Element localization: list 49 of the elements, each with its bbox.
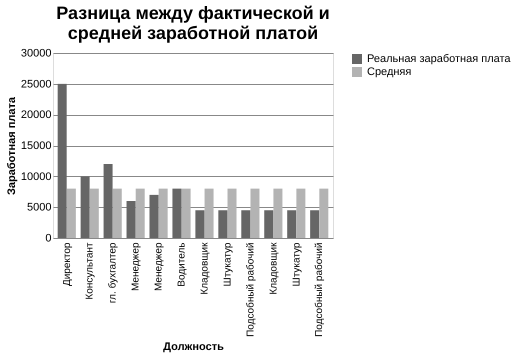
x-tick-label: Кладовщик: [268, 242, 280, 295]
bar: [182, 188, 191, 238]
bar: [228, 188, 237, 238]
x-tick-label: гл. бухгалтер: [108, 242, 119, 304]
bar: [204, 188, 214, 238]
bar: [241, 210, 250, 238]
x-axis-title: Должность: [163, 340, 224, 353]
x-tick-label: Подсобный рабочий: [245, 242, 256, 337]
legend-label: Средняя: [367, 66, 412, 78]
y-axis-title: Заработная плата: [6, 96, 18, 195]
bar: [195, 210, 204, 238]
bar: [296, 188, 306, 238]
bar: [149, 194, 158, 238]
bar: [136, 188, 145, 238]
bar: [158, 188, 168, 238]
x-tick-label: Кладовщик: [199, 242, 210, 295]
bar: [112, 188, 122, 238]
text: Разница между фактической и: [56, 3, 330, 23]
x-tick-label: Штукатур: [222, 242, 234, 286]
x-tick-label: Директор: [62, 242, 73, 286]
x-tick-label: Менеджер: [130, 242, 142, 292]
bar: [172, 188, 182, 238]
text: средней заработной платой: [68, 23, 318, 43]
y-tick-label: 10000: [20, 170, 52, 183]
legend-label: Реальная заработная плата: [367, 53, 512, 65]
bar: [287, 210, 296, 238]
bar: [104, 164, 113, 238]
y-tick-label: 30000: [20, 48, 52, 60]
bar: [66, 188, 76, 238]
x-tick-label: Водитель: [176, 242, 188, 287]
y-tick-label: 0: [45, 232, 52, 244]
bar: [250, 188, 260, 238]
bar: [126, 201, 136, 238]
bar: [80, 176, 90, 238]
bar: [58, 84, 67, 238]
y-tick-label: 5000: [27, 202, 52, 214]
y-tick-label: 15000: [20, 140, 52, 152]
bar: [90, 188, 99, 238]
x-tick-label: Штукатур: [291, 242, 302, 286]
y-tick-label: 25000: [20, 78, 52, 90]
x-tick-label: Менеджер: [154, 242, 165, 292]
bar: [310, 210, 320, 238]
bar: [264, 210, 274, 238]
y-tick-label: 20000: [20, 109, 52, 122]
x-tick-label: Консультант: [84, 242, 96, 300]
bar: [273, 188, 282, 238]
x-tick-label: Подсобный рабочий: [314, 242, 326, 337]
bar: [218, 210, 228, 238]
bar: [319, 188, 328, 238]
